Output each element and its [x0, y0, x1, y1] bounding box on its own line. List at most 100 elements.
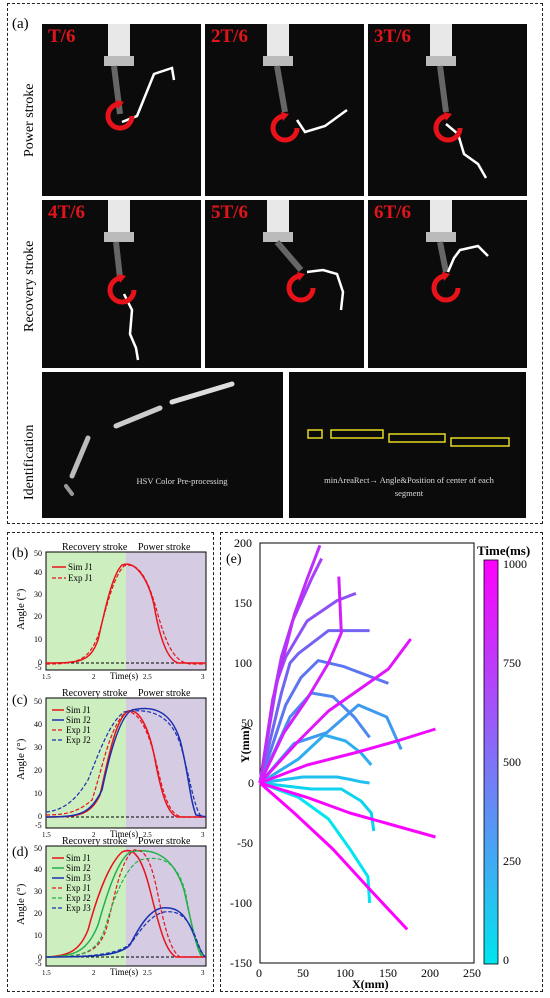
panel-a-label: (a)	[12, 16, 29, 32]
panel-b-power-label: Power stroke	[138, 542, 191, 553]
panel-b-ylabel: Angle (°)	[15, 588, 27, 630]
frame-t1-scene	[104, 24, 176, 131]
colorbar-tick-0: 0	[503, 953, 509, 967]
panel-c-ytick-10: 10	[34, 789, 42, 798]
panel-d-legend-exp-j2: Exp J2	[66, 893, 91, 903]
frame-t1-label: T/6	[48, 26, 76, 47]
frame-t4-scene	[104, 200, 140, 361]
frame-t4: 4T/6	[42, 200, 201, 368]
panel-c-chart: (c) Recovery stroke Power stroke Sim J1 …	[12, 688, 207, 839]
panel-d-legend-sim-j3: Sim J3	[66, 873, 91, 883]
traj-ytick-0: 0	[248, 776, 254, 790]
panel-b-legend-exp-j1: Exp J1	[68, 573, 93, 583]
panel-c-ytick-30: 30	[34, 743, 42, 752]
panel-c-xtick-3: 2.5	[143, 831, 152, 839]
trajectory-line-5	[258, 691, 371, 784]
trajectory-line-6	[258, 659, 389, 784]
panel-b-chart: (b) Recovery stroke Power stroke Sim J1 …	[12, 542, 207, 681]
trajectory-line-10	[258, 544, 322, 784]
hsv-caption: HSV Color Pre-processing	[136, 476, 228, 486]
panel-d-ytick-0: 0	[38, 953, 42, 962]
panel-c-xtick-4: 3	[201, 831, 205, 839]
traj-ytick-neg50: -50	[237, 836, 253, 850]
traj-xtick-250: 250	[463, 966, 481, 980]
trajectory-line-14	[259, 781, 436, 839]
panel-d-label: (d)	[12, 845, 29, 860]
panel-b-xtick-4: 3	[201, 673, 205, 681]
traj-xtick-200: 200	[421, 966, 439, 980]
panel-d-ytick-30: 30	[34, 887, 42, 896]
trajectory-line-0	[259, 781, 372, 904]
trajectory-xticks: 0 50 100 150 200 250	[256, 966, 481, 980]
traj-ytick-150: 150	[234, 596, 252, 610]
colorbar-tick-750: 750	[503, 656, 521, 670]
traj-xtick-0: 0	[256, 966, 262, 980]
panel-b-legend-sim-j1: Sim J1	[68, 562, 93, 572]
panel-d-legend-exp-j1: Exp J1	[66, 883, 91, 893]
panel-b-xtick-1: 1.5	[42, 673, 51, 681]
minarearect-scene	[307, 429, 510, 447]
trajectory-lines	[258, 544, 436, 931]
frame-t1: T/6	[42, 24, 201, 196]
panel-a-box	[7, 3, 543, 524]
panel-c-ytick-neg5: -5	[35, 821, 42, 830]
panel-b-ytick-neg5: -5	[35, 663, 42, 672]
panel-c-power-label: Power stroke	[138, 688, 191, 699]
trajectory-line-1	[259, 781, 376, 832]
frame-t5: 5T/6	[205, 200, 364, 368]
panel-b-ytick-20: 20	[34, 612, 42, 621]
panel-e-label: (e)	[226, 552, 242, 567]
panel-b-ytick-0: 0	[38, 658, 42, 667]
panel-b-ytick-30: 30	[34, 590, 42, 599]
panel-c-xtick-2: 2	[92, 831, 96, 839]
frame-t4-label: 4T/6	[48, 202, 85, 223]
panel-bcd-box	[7, 532, 214, 992]
frame-t2-label: 2T/6	[211, 26, 248, 47]
panel-b-ytick-10: 10	[34, 635, 42, 644]
panel-d-ytick-10: 10	[34, 931, 42, 940]
trajectory-line-12	[258, 638, 412, 785]
panel-d-xtick-4: 3	[201, 969, 205, 977]
panel-d-legend-exp-j3: Exp J3	[66, 903, 91, 913]
panel-b-label: (b)	[12, 546, 29, 561]
panel-c-ylabel: Angle (°)	[15, 738, 27, 780]
minarearect-caption-2: segment	[394, 488, 424, 498]
trajectory-line-11	[258, 576, 343, 784]
panel-d-recovery-label: Recovery stroke	[62, 836, 128, 847]
colorbar-title: Time(ms)	[477, 543, 530, 558]
traj-ylabel: Y(mm)	[238, 726, 252, 763]
panel-c-legend-sim-j1: Sim J1	[66, 705, 91, 715]
hsv-preprocessing-image: HSV Color Pre-processing	[42, 372, 283, 518]
frame-t6: 6T/6	[368, 200, 527, 368]
colorbar	[483, 559, 499, 965]
panel-d-ytick-40: 40	[34, 865, 42, 874]
panel-c-label: (c)	[12, 693, 28, 708]
colorbar-tick-1000: 1000	[503, 557, 527, 571]
panel-d-legend-sim-j1: Sim J1	[66, 853, 91, 863]
traj-xtick-100: 100	[336, 966, 354, 980]
panel-b-recovery-label: Recovery stroke	[62, 542, 128, 553]
panel-d-xtick-1: 1.5	[42, 969, 51, 977]
colorbar-tick-250: 250	[503, 854, 521, 868]
panel-c-ytick-20: 20	[34, 766, 42, 775]
panel-c-ytick-50: 50	[34, 697, 42, 706]
panel-d-ytick-neg5: -5	[35, 959, 42, 968]
panel-c-ytick-0: 0	[38, 812, 42, 821]
trajectory-line-15	[259, 781, 409, 931]
minarearect-image: minAreaRect→ Angle&Position of center of…	[289, 372, 526, 518]
colorbar-tick-500: 500	[503, 755, 521, 769]
trajectory-line-3	[259, 733, 373, 785]
panel-d-ylabel: Angle (°)	[15, 883, 27, 925]
panel-d-ytick-20: 20	[34, 909, 42, 918]
traj-xlabel: X(mm)	[352, 977, 389, 991]
panel-b-xlabel: Time(s)	[110, 671, 138, 681]
panel-d-ytick-50: 50	[34, 844, 42, 853]
frame-t2-scene	[263, 24, 348, 143]
frame-t3: 3T/6	[368, 24, 527, 196]
panel-b-xtick-2: 2	[92, 673, 96, 681]
trajectory-plot-area	[259, 542, 475, 964]
panel-d-chart: (d) Recovery stroke Power stroke Sim J1 …	[12, 836, 207, 977]
traj-xtick-150: 150	[379, 966, 397, 980]
traj-ytick-50: 50	[241, 716, 253, 730]
panel-c-ytick-40: 40	[34, 720, 42, 729]
